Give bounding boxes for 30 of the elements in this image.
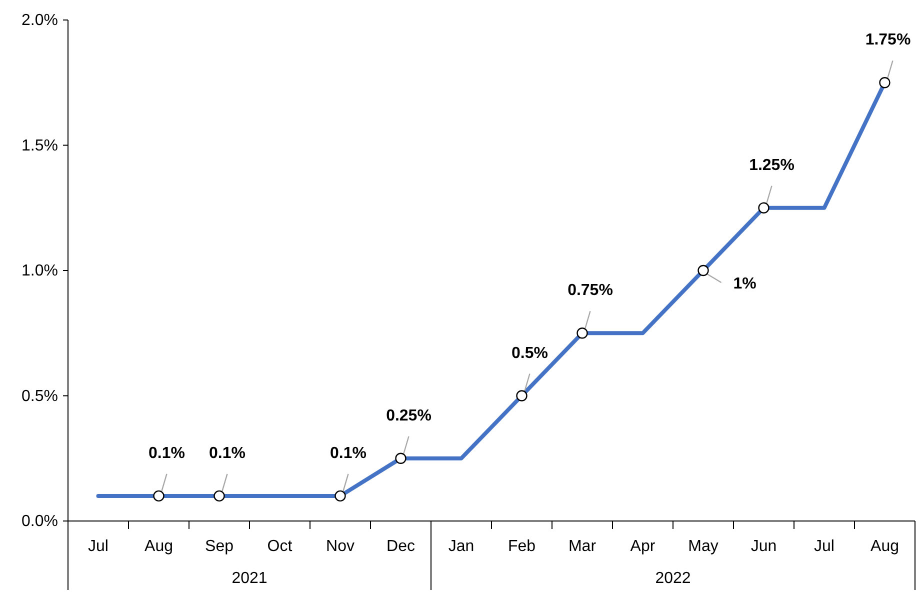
x-tick-label: Jan bbox=[448, 538, 474, 555]
x-tick-label: Sep bbox=[205, 538, 234, 555]
y-tick-label: 0.5% bbox=[22, 388, 58, 405]
y-tick-label: 0.0% bbox=[22, 513, 58, 530]
x-tick-label: Jul bbox=[88, 538, 108, 555]
data-label: 0.75% bbox=[568, 282, 613, 300]
y-tick-label: 1.5% bbox=[22, 137, 58, 154]
data-label: 0.25% bbox=[386, 407, 432, 424]
x-tick-label: Oct bbox=[267, 538, 293, 555]
y-tick-label: 1.0% bbox=[22, 262, 58, 280]
data-label: 0.5% bbox=[512, 344, 548, 362]
data-label: 0.1% bbox=[330, 444, 366, 462]
x-tick-label: Nov bbox=[326, 538, 354, 555]
x-tick-label: Aug bbox=[144, 538, 173, 555]
x-tick-label: May bbox=[688, 538, 718, 555]
x-tick-label: Apr bbox=[630, 538, 656, 555]
x-tick-label: Dec bbox=[386, 538, 415, 555]
x-tick-label: Jun bbox=[750, 538, 777, 555]
data-label: 1.25% bbox=[749, 156, 794, 174]
x-tick-label: Feb bbox=[508, 538, 536, 555]
text: 2021 bbox=[232, 570, 268, 587]
data-label: 1% bbox=[733, 276, 756, 292]
data-label: 0.1% bbox=[148, 444, 185, 462]
x-tick-label: Mar bbox=[568, 538, 597, 555]
data-label: 1.75% bbox=[865, 32, 911, 49]
y-tick-label: 2.0% bbox=[22, 12, 58, 29]
data-label: 0.1% bbox=[209, 444, 246, 462]
text: 2022 bbox=[655, 570, 691, 587]
x-tick-label: Aug bbox=[870, 538, 899, 555]
x-tick-label: Jul bbox=[814, 538, 834, 555]
